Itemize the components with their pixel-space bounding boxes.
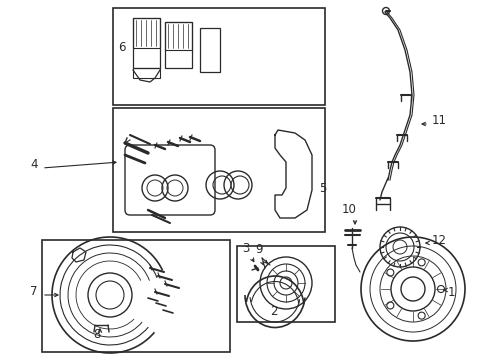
Text: 8: 8 <box>93 328 100 341</box>
Bar <box>133 18 160 68</box>
Text: 4: 4 <box>30 158 38 171</box>
Bar <box>113 8 325 105</box>
Bar <box>200 28 220 72</box>
Text: 3: 3 <box>242 242 249 255</box>
Text: 9: 9 <box>254 243 262 256</box>
Bar <box>42 240 229 352</box>
Text: 5: 5 <box>318 182 325 195</box>
Text: 10: 10 <box>341 203 356 216</box>
Text: 2: 2 <box>269 305 277 318</box>
Bar <box>133 68 160 78</box>
Bar <box>237 246 334 322</box>
Bar <box>113 108 325 232</box>
Text: 12: 12 <box>431 234 446 247</box>
Bar <box>133 18 160 48</box>
Text: 7: 7 <box>30 285 38 298</box>
Text: 11: 11 <box>431 114 446 127</box>
Bar <box>164 22 192 68</box>
Text: 1: 1 <box>447 285 454 298</box>
Text: 6: 6 <box>118 41 125 54</box>
Bar <box>164 22 192 50</box>
